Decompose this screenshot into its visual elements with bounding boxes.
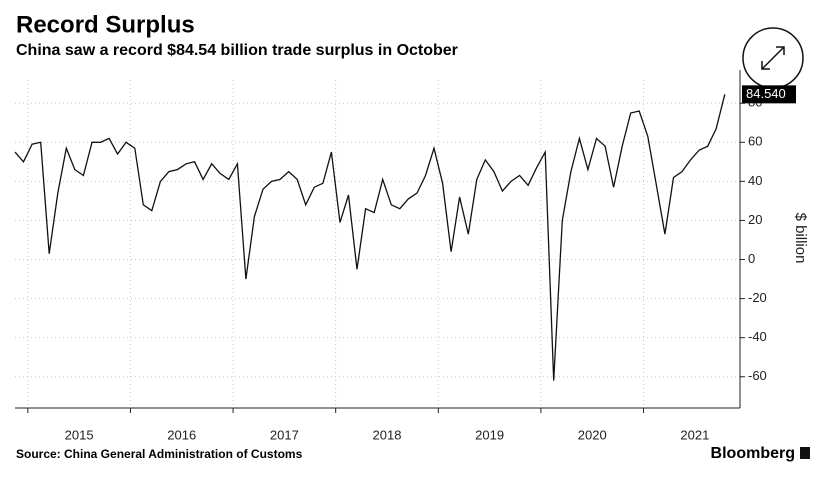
y-tick-label: -20 <box>748 290 767 305</box>
line <box>14 94 726 381</box>
chart-subtitle: China saw a record $84.54 billion trade … <box>16 42 458 59</box>
brand-icon <box>800 447 810 459</box>
y-tick-label: 40 <box>748 173 762 188</box>
y-tick-label: -60 <box>748 368 767 383</box>
source: Source: China General Administration of … <box>16 447 303 461</box>
expand-icon[interactable] <box>761 46 785 70</box>
y-tick-label: 0 <box>748 251 755 266</box>
x-tick-label: 2021 <box>680 427 709 442</box>
value-label: 84.540 <box>746 86 786 101</box>
y-tick-label: -40 <box>748 329 767 344</box>
y-tick-label: 60 <box>748 134 762 149</box>
value-label-box <box>742 85 796 104</box>
x-tick-label: 2018 <box>373 427 402 442</box>
x-tick-label: 2019 <box>475 427 504 442</box>
expand-button[interactable] <box>742 27 804 89</box>
y-tick-label: 20 <box>748 212 762 227</box>
x-tick-label: 2016 <box>167 427 196 442</box>
y-axis-label: $ billion <box>792 213 809 264</box>
x-tick-label: 2017 <box>270 427 299 442</box>
brand: Bloomberg <box>711 445 795 462</box>
x-tick-label: 2015 <box>65 427 94 442</box>
chart-title: Record Surplus <box>16 11 195 38</box>
x-tick-label: 2020 <box>578 427 607 442</box>
